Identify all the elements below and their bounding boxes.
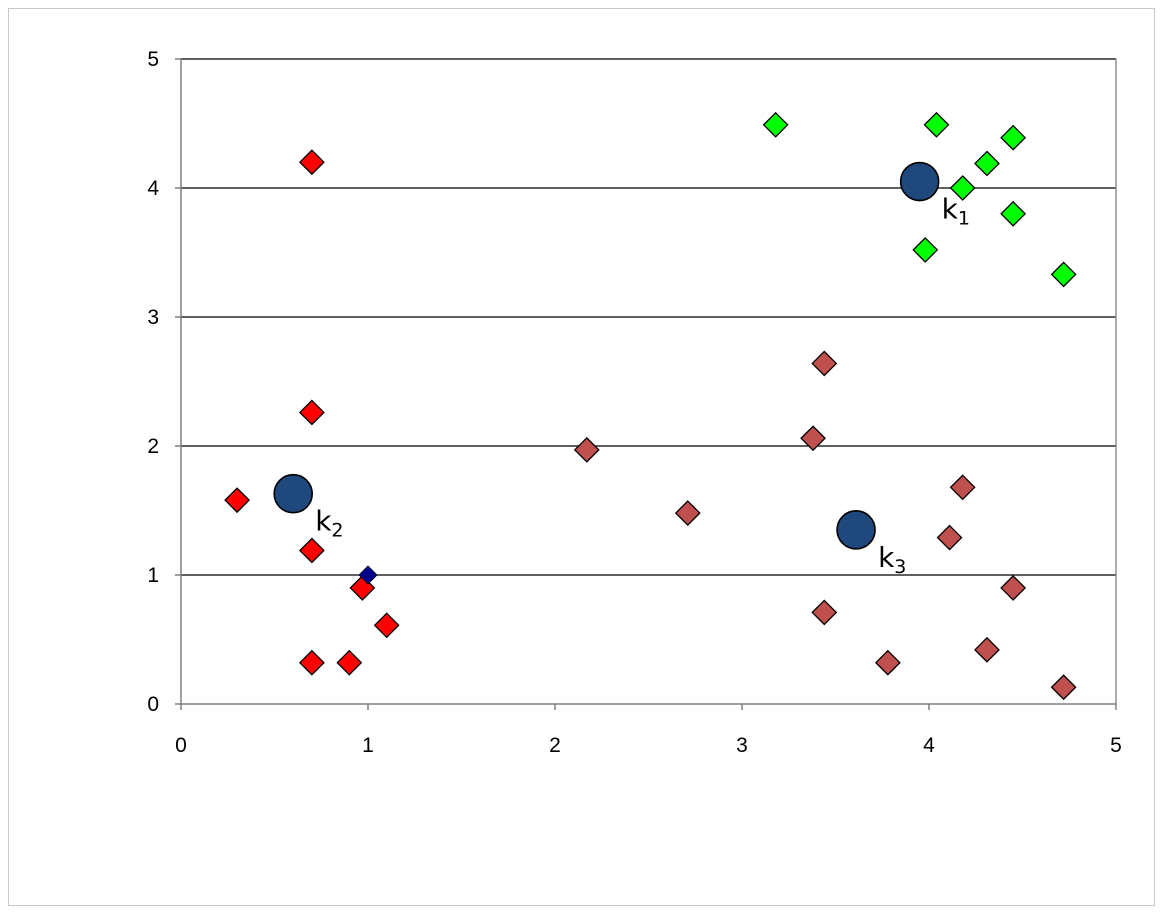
y-tick-label-2: 2 <box>147 435 159 458</box>
annotations: k1 k2 k3 <box>315 193 970 578</box>
tick-labels: 0 1 2 3 4 5 0 1 2 3 4 5 <box>147 48 1122 757</box>
series-2-point-6 <box>1000 574 1027 601</box>
x-tick-label-5: 5 <box>1110 734 1122 757</box>
x-tick-label-0: 0 <box>175 734 187 757</box>
centroid-point-0 <box>899 161 940 202</box>
series-2-point-4 <box>949 474 976 501</box>
series-1-point-5 <box>373 612 400 639</box>
y-tick-label-5: 5 <box>147 48 159 71</box>
series-1-point-2 <box>224 487 251 514</box>
series-2-point-9 <box>874 649 901 676</box>
y-tick-label-0: 0 <box>147 693 159 716</box>
series-2-point-2 <box>811 350 838 377</box>
series-1-point-6 <box>298 649 325 676</box>
x-tick-label-2: 2 <box>549 734 561 757</box>
series-0-point-6 <box>912 237 939 263</box>
data-points <box>224 111 1077 701</box>
series-2-point-8 <box>974 636 1000 663</box>
series-2-point-0 <box>573 436 600 463</box>
series-0-point-0 <box>762 111 789 138</box>
series-2-point-1 <box>674 500 701 526</box>
series-1-point-3 <box>298 537 325 564</box>
series-1-point-7 <box>336 649 363 676</box>
series-3-point-0 <box>358 565 378 585</box>
annotation-label-2: k3 <box>878 541 906 578</box>
x-tick-label-3: 3 <box>736 734 748 757</box>
y-tick-label-4: 4 <box>147 177 159 200</box>
axes <box>175 58 1117 710</box>
series-2-point-5 <box>936 524 963 551</box>
series-1-point-0 <box>298 149 325 176</box>
y-tick-label-1: 1 <box>147 564 159 587</box>
series-1-point-1 <box>298 399 325 426</box>
centroid-point-2 <box>836 510 876 550</box>
y-tick-label-3: 3 <box>147 306 159 329</box>
series-0-point-1 <box>923 111 950 138</box>
series-0-point-2 <box>1000 124 1027 151</box>
series-2-point-3 <box>800 425 826 452</box>
series-0-point-5 <box>1000 200 1027 227</box>
annotation-label-1: k2 <box>315 505 343 542</box>
series-0-point-4 <box>949 175 976 201</box>
series-0-point-3 <box>974 150 1000 177</box>
series-0-point-7 <box>1050 261 1077 288</box>
grid-lines <box>181 58 1117 704</box>
x-tick-label-4: 4 <box>923 734 935 757</box>
x-tick-label-1: 1 <box>362 734 374 757</box>
centroid-point-1 <box>273 473 314 514</box>
annotation-label-0: k1 <box>942 193 970 230</box>
series-2-point-10 <box>1050 674 1077 701</box>
series-2-point-7 <box>811 599 838 626</box>
